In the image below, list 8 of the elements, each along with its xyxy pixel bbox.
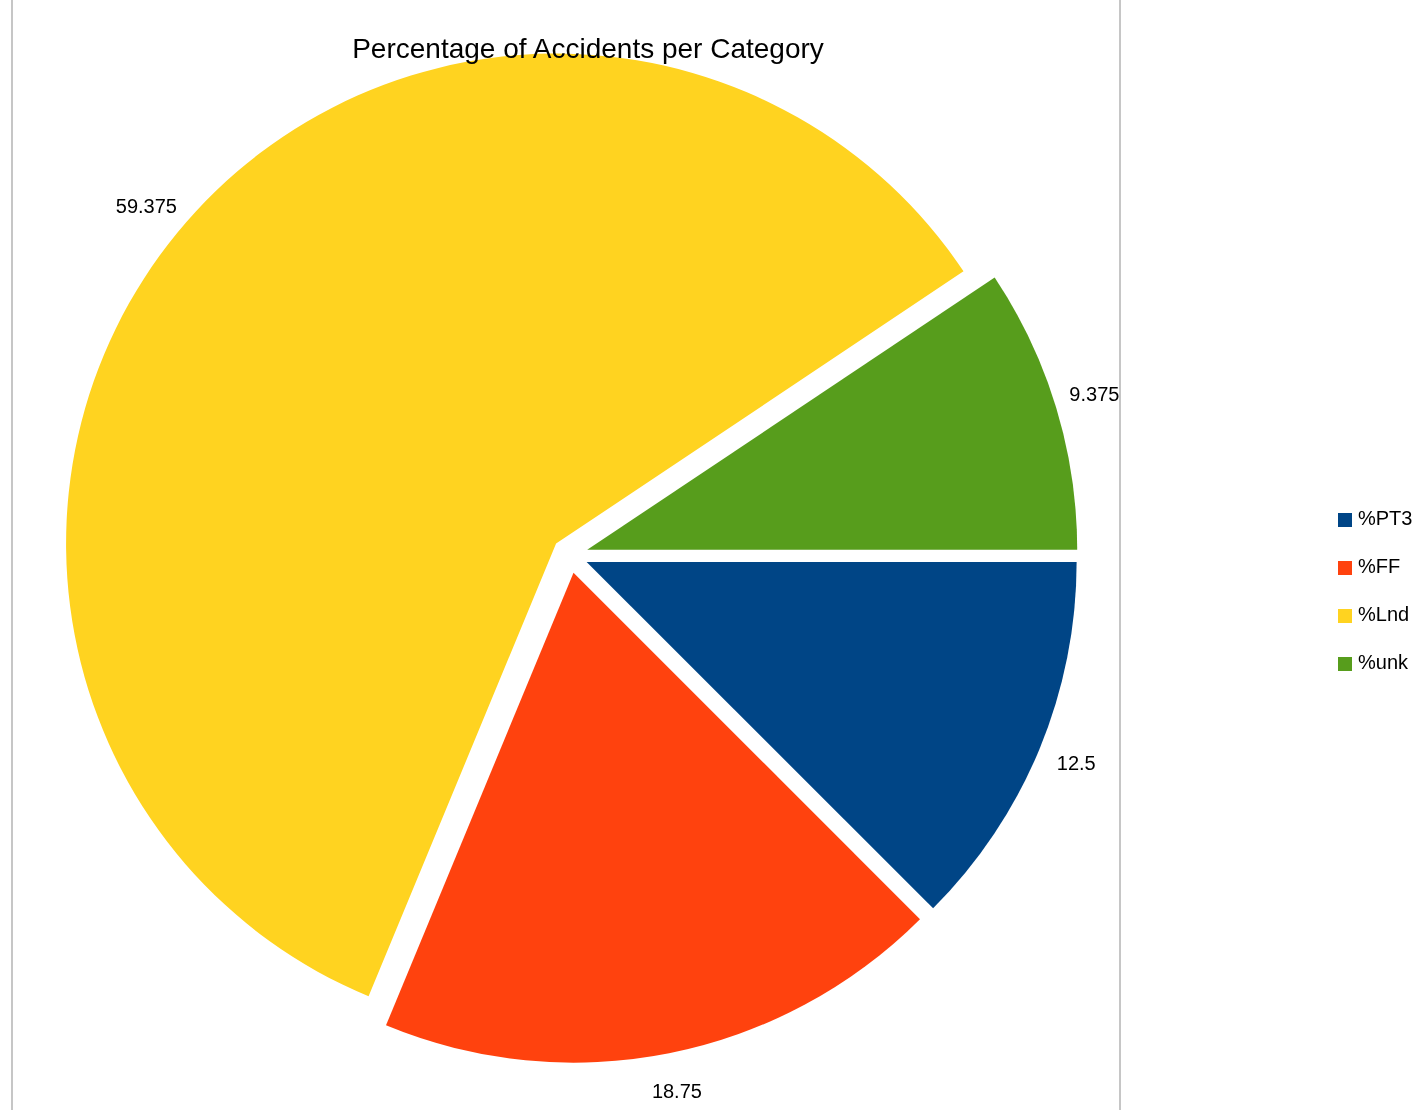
legend-label: %unk: [1358, 651, 1410, 674]
data-label: 59.375: [115, 194, 177, 217]
data-label: 12.5: [1056, 751, 1096, 774]
legend-label: %FF: [1358, 555, 1401, 578]
legend-label: %Lnd: [1358, 603, 1410, 626]
data-label: 18.75: [651, 1079, 702, 1102]
data-label: 9.375: [1069, 383, 1120, 406]
legend-label: %PT3: [1358, 507, 1413, 530]
